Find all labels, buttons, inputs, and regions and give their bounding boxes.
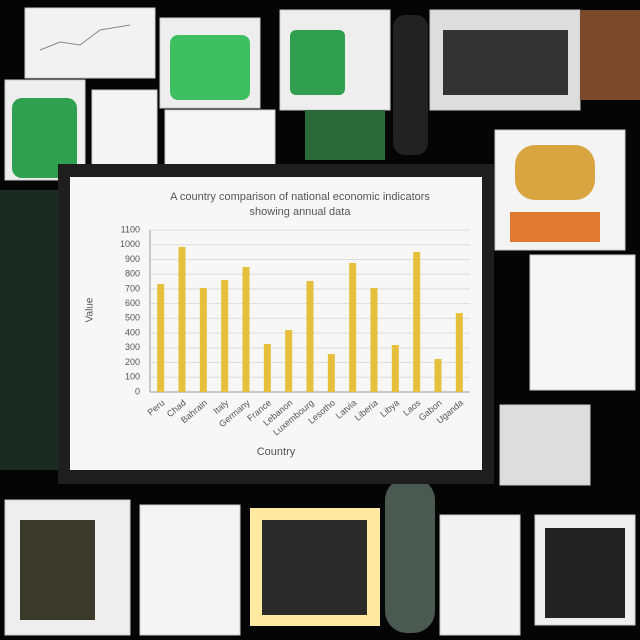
tile (24, 7, 156, 79)
tile (529, 254, 636, 391)
y-tick-label: 900 (125, 254, 140, 264)
tile (139, 504, 241, 636)
tile-screen (262, 520, 367, 615)
y-tick-label: 600 (125, 298, 140, 308)
y-tick-label: 300 (125, 342, 140, 352)
tile (305, 110, 385, 160)
tile-screen (20, 520, 95, 620)
tile-line (39, 24, 131, 51)
bar (263, 343, 271, 392)
tile (91, 89, 158, 166)
tile-bars (510, 212, 600, 242)
y-tick-label: 200 (125, 357, 140, 367)
y-tick-label: 100 (125, 372, 140, 382)
bar (434, 359, 442, 392)
tile-screen (12, 98, 77, 178)
y-tick-label: 800 (125, 269, 140, 279)
tile-shape (515, 145, 595, 200)
bar (327, 354, 335, 392)
bar (370, 288, 378, 392)
y-tick-label: 700 (125, 283, 140, 293)
tile-tube (393, 15, 428, 155)
y-axis-label: Value (85, 297, 96, 322)
tile-screen (443, 30, 568, 95)
bar (157, 284, 165, 392)
tile (580, 10, 640, 100)
tile (439, 514, 521, 636)
tile (499, 404, 591, 486)
bar (413, 251, 421, 392)
y-tick-label: 0 (135, 386, 140, 396)
bar (306, 280, 314, 392)
bar (178, 246, 186, 392)
y-tick-label: 400 (125, 327, 140, 337)
tile (164, 109, 276, 166)
y-tick-label: 1000 (120, 239, 140, 249)
bar (221, 280, 229, 392)
bar (455, 313, 463, 392)
tile-tube (385, 478, 435, 633)
bar (199, 288, 207, 392)
collage-tiles (0, 7, 640, 636)
tile (0, 190, 58, 470)
y-tick-label: 500 (125, 313, 140, 323)
bar (285, 329, 293, 392)
x-axis-label: Country (257, 446, 296, 458)
tile-screen (545, 528, 625, 618)
chart-subtitle: showing annual data (250, 206, 352, 218)
y-tick-label: 1100 (121, 224, 140, 234)
chart-title: A country comparison of national economi… (170, 191, 430, 203)
bar (242, 266, 250, 392)
bar (391, 345, 399, 392)
bar (349, 262, 357, 392)
tile-screen (170, 35, 250, 100)
tile-screen (290, 30, 345, 95)
